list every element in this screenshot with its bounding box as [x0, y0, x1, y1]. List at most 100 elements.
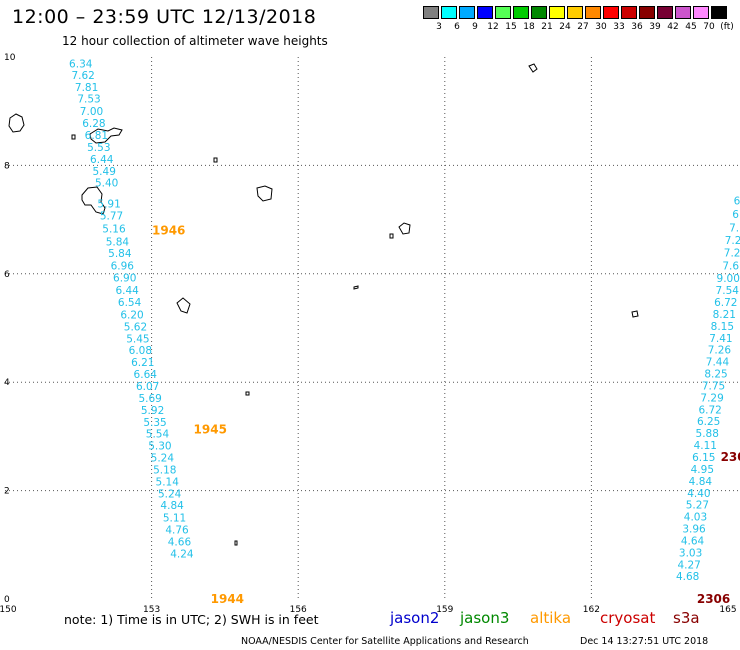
wave-height-point: 6.07 [136, 381, 159, 393]
island-outline [528, 63, 538, 73]
wave-height-point: 5.18 [153, 464, 176, 476]
wave-height-point: 5.54 [146, 429, 170, 441]
wave-height-point: 6.72 [714, 297, 737, 309]
island-outline [398, 222, 411, 235]
scale-swatch [513, 6, 529, 19]
wave-height-point: 5.92 [141, 405, 164, 417]
island-outline [176, 297, 191, 314]
scale-label: 39 [649, 22, 661, 32]
island-outlines [8, 63, 639, 546]
y-tick-label: 6 [4, 270, 10, 280]
scale-label: 18 [523, 22, 535, 32]
island-outline [389, 233, 394, 239]
wave-height-point: 5.40 [95, 178, 118, 190]
wave-height-point: 8.25 [704, 369, 727, 381]
island-outline [71, 134, 76, 140]
wave-height-point: 5.88 [696, 428, 719, 440]
wave-height-point: 4.68 [676, 571, 699, 583]
island-outline [631, 310, 639, 318]
wave-height-point: 6.81 [85, 130, 108, 142]
scale-label: 15 [505, 22, 517, 32]
scale-swatch [567, 6, 583, 19]
wave-height-point: 6.15 [692, 452, 715, 464]
island-outline [256, 185, 273, 202]
wave-height-point: 6.34 [69, 59, 93, 71]
wave-height-point: 5.53 [87, 142, 110, 154]
page-subtitle: 12 hour collection of altimeter wave hei… [62, 34, 328, 48]
wave-height-point: 6.64 [134, 369, 158, 381]
wave-height-point: 5.24 [158, 488, 182, 500]
wave-height-point: 5.45 [126, 333, 149, 345]
y-tick-label: 8 [4, 161, 10, 171]
wave-height-point: 3.96 [682, 524, 706, 536]
scale-swatch [711, 6, 727, 19]
mission-jason2: jason2 [390, 609, 440, 627]
wave-height-point: 7.2 [725, 235, 740, 247]
wave-height-labels: 6.347.627.817.537.006.286.815.536.445.49… [69, 59, 740, 584]
wave-height-point: 6.90 [113, 273, 136, 285]
scale-swatch [603, 6, 619, 19]
page-title: 12:00 – 23:59 UTC 12/13/2018 [12, 6, 317, 28]
scale-label: 24 [559, 22, 571, 32]
wave-height-point: 6.08 [129, 345, 152, 357]
scale-label: 21 [541, 22, 553, 32]
wave-height-point: 5.24 [151, 453, 175, 465]
wave-height-point: 7.00 [80, 106, 103, 118]
wave-height-point: 4.84 [689, 476, 713, 488]
wave-height-point: 4.84 [160, 500, 184, 512]
wave-height-point: 9.00 [717, 273, 740, 285]
wave-height-point: 6.54 [118, 297, 142, 309]
wave-height-point: 7. [729, 223, 739, 235]
wave-height-point: 6.25 [697, 416, 720, 428]
scale-label: 42 [667, 22, 679, 32]
scale-swatch [585, 6, 601, 19]
wave-height-point: 4.64 [681, 535, 705, 547]
x-tick-label: 159 [436, 605, 453, 615]
grid-lines [5, 57, 738, 599]
island-outline [213, 157, 218, 163]
pass-time-label: 2306 [697, 592, 730, 606]
wave-height-point: 8.15 [711, 321, 734, 333]
island-outline [89, 127, 123, 144]
island-outline [245, 391, 250, 396]
scale-label: 3 [436, 22, 442, 32]
wave-height-point: 5.77 [100, 210, 123, 222]
credit-line: NOAA/NESDIS Center for Satellite Applica… [241, 636, 529, 647]
x-tick-label: 162 [583, 605, 600, 615]
mission-s3a: s3a [673, 609, 700, 627]
wave-height-point: 5.16 [102, 223, 126, 235]
x-tick-label: 153 [143, 605, 160, 615]
scale-label: 27 [577, 22, 589, 32]
wave-height-point: 5.69 [138, 393, 161, 405]
generation-timestamp: Dec 14 13:27:51 UTC 2018 [580, 636, 709, 647]
wave-height-point: 4.24 [170, 548, 194, 560]
wave-height-point: 6.20 [120, 309, 143, 321]
wave-height-point: 7.41 [709, 333, 732, 345]
mission-cryosat: cryosat [600, 609, 656, 627]
wave-height-point: 4.66 [168, 537, 192, 549]
scale-swatch [531, 6, 547, 19]
scale-label: 70 [703, 22, 715, 32]
scale-swatch [477, 6, 493, 19]
island-outline [81, 186, 106, 215]
island-outline [8, 113, 25, 133]
pass-time-label: 230 [721, 450, 740, 464]
wave-height-point: 7.54 [716, 285, 740, 297]
scale-swatch [423, 6, 439, 19]
scale-swatch [495, 6, 511, 19]
scale-label: 12 [487, 22, 499, 32]
scale-swatch [621, 6, 637, 19]
wave-height-point: 5.14 [156, 476, 180, 488]
scale-label: 33 [613, 22, 625, 32]
scale-label: 36 [631, 22, 643, 32]
wave-height-point: 5.49 [93, 166, 116, 178]
y-tick-label: 4 [4, 378, 10, 388]
pass-time-label: 1946 [152, 223, 185, 237]
mission-altika: altika [530, 609, 572, 627]
scale-label: 30 [595, 22, 607, 32]
wave-height-point: 7.53 [77, 94, 100, 106]
wave-height-point: 6.96 [111, 261, 135, 273]
scale-swatch [441, 6, 457, 19]
wave-height-point: 5.35 [143, 417, 166, 429]
